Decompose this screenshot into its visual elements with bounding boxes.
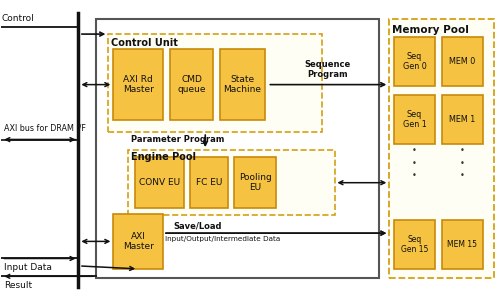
Bar (170, 49, 212, 120)
Bar (394, 220, 435, 269)
Text: CONV EU: CONV EU (139, 178, 180, 187)
Bar (394, 37, 435, 86)
Bar (442, 220, 482, 269)
Bar (220, 49, 265, 120)
Bar (128, 150, 334, 215)
Bar (442, 95, 482, 144)
Bar (96, 19, 380, 278)
Text: Control: Control (2, 14, 34, 23)
Bar (190, 158, 228, 208)
Text: MEM 1: MEM 1 (449, 115, 475, 124)
Text: Seq
Gen 0: Seq Gen 0 (402, 52, 426, 71)
Text: Result: Result (4, 281, 32, 290)
Text: AXI
Master: AXI Master (122, 232, 154, 251)
Bar (134, 158, 184, 208)
Text: MEM 0: MEM 0 (449, 57, 475, 66)
Bar (114, 214, 163, 269)
Bar (234, 158, 276, 208)
Text: Seq
Gen 1: Seq Gen 1 (402, 110, 426, 129)
Bar (389, 19, 494, 278)
Bar (114, 49, 163, 120)
Text: CMD
queue: CMD queue (178, 75, 206, 94)
Text: Input Data: Input Data (4, 263, 52, 272)
Text: FC EU: FC EU (196, 178, 222, 187)
Text: MEM 15: MEM 15 (448, 240, 478, 249)
Text: AXI Rd
Master: AXI Rd Master (122, 75, 154, 94)
Bar (442, 37, 482, 86)
Text: Control Unit: Control Unit (111, 38, 178, 48)
Text: Input/Output/Intermediate Data: Input/Output/Intermediate Data (166, 236, 280, 242)
Text: AXI bus for DRAM I/F: AXI bus for DRAM I/F (4, 123, 86, 132)
Text: •
•
•: • • • (460, 146, 465, 180)
Text: Save/Load: Save/Load (173, 221, 222, 230)
Text: Pooling
EU: Pooling EU (239, 173, 272, 192)
Text: Seq
Gen 15: Seq Gen 15 (401, 235, 428, 254)
Text: State
Machine: State Machine (224, 75, 262, 94)
Bar (108, 34, 322, 132)
Bar (394, 95, 435, 144)
Text: •
•
•: • • • (412, 146, 417, 180)
Text: Sequence
Program: Sequence Program (304, 60, 350, 80)
Text: Parameter Program: Parameter Program (130, 135, 224, 144)
Text: Engine Pool: Engine Pool (130, 152, 196, 162)
Text: Memory Pool: Memory Pool (392, 25, 468, 34)
